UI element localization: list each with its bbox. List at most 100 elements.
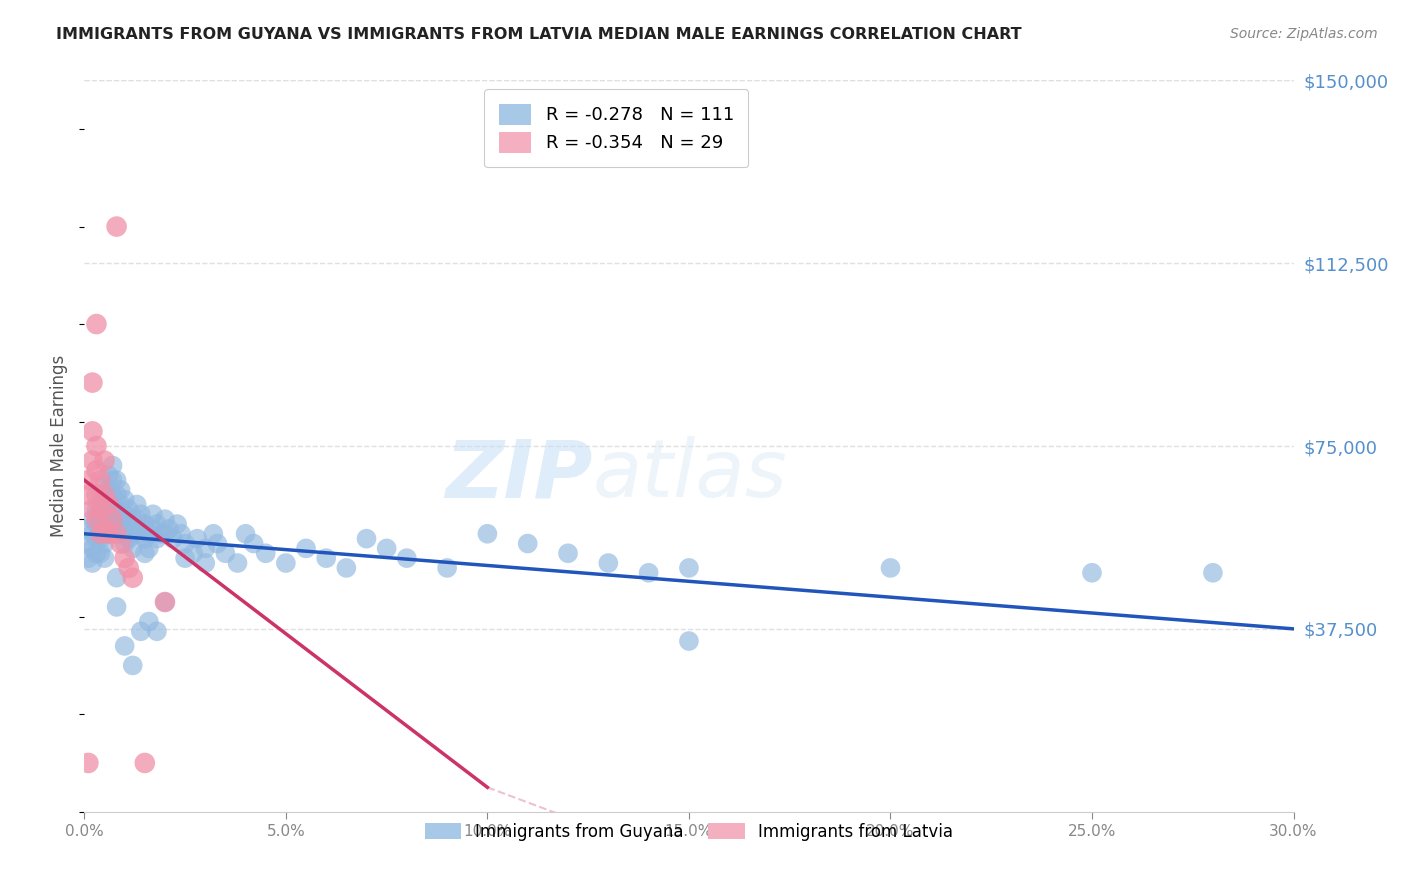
Point bbox=[93, 492, 115, 507]
Point bbox=[235, 526, 257, 541]
Point bbox=[598, 556, 620, 570]
Point bbox=[678, 634, 700, 648]
Point bbox=[93, 488, 115, 502]
Point bbox=[86, 516, 108, 531]
Point bbox=[1081, 566, 1104, 580]
Point bbox=[110, 512, 132, 526]
Point bbox=[89, 502, 111, 516]
Point bbox=[97, 468, 120, 483]
Point bbox=[186, 532, 208, 546]
Point bbox=[97, 526, 120, 541]
Point bbox=[82, 453, 104, 467]
Text: IMMIGRANTS FROM GUYANA VS IMMIGRANTS FROM LATVIA MEDIAN MALE EARNINGS CORRELATIO: IMMIGRANTS FROM GUYANA VS IMMIGRANTS FRO… bbox=[56, 27, 1022, 42]
Point bbox=[125, 526, 148, 541]
Point bbox=[174, 536, 197, 550]
Point bbox=[254, 546, 277, 560]
Point bbox=[101, 502, 124, 516]
Point bbox=[93, 536, 115, 550]
Point bbox=[89, 473, 111, 487]
Point bbox=[93, 522, 115, 536]
Point bbox=[82, 512, 104, 526]
Point bbox=[226, 556, 249, 570]
Point bbox=[678, 561, 700, 575]
Point bbox=[114, 522, 136, 536]
Point bbox=[89, 532, 111, 546]
Point bbox=[77, 488, 100, 502]
Point bbox=[138, 541, 160, 556]
Point bbox=[174, 551, 197, 566]
Point bbox=[207, 536, 229, 550]
Y-axis label: Median Male Earnings: Median Male Earnings bbox=[51, 355, 69, 537]
Point bbox=[105, 488, 128, 502]
Text: atlas: atlas bbox=[592, 436, 787, 515]
Point bbox=[295, 541, 318, 556]
Point bbox=[637, 566, 659, 580]
Text: ZIP: ZIP bbox=[444, 436, 592, 515]
Point bbox=[110, 526, 132, 541]
Point bbox=[101, 458, 124, 473]
Point bbox=[82, 376, 104, 390]
Point bbox=[105, 526, 128, 541]
Point bbox=[149, 526, 172, 541]
Point bbox=[121, 658, 143, 673]
Legend: Immigrants from Guyana, Immigrants from Latvia: Immigrants from Guyana, Immigrants from … bbox=[418, 816, 960, 847]
Point bbox=[105, 473, 128, 487]
Point bbox=[86, 439, 108, 453]
Point bbox=[274, 556, 297, 570]
Point bbox=[93, 551, 115, 566]
Point bbox=[77, 551, 100, 566]
Point bbox=[82, 502, 104, 516]
Point bbox=[138, 615, 160, 629]
Point bbox=[125, 498, 148, 512]
Point bbox=[97, 483, 120, 497]
Point bbox=[315, 551, 337, 566]
Point bbox=[82, 541, 104, 556]
Point bbox=[134, 516, 156, 531]
Point bbox=[202, 526, 225, 541]
Point bbox=[93, 508, 115, 522]
Point bbox=[101, 473, 124, 487]
Point bbox=[118, 502, 141, 516]
Point bbox=[114, 639, 136, 653]
Point bbox=[121, 512, 143, 526]
Point bbox=[142, 508, 165, 522]
Point bbox=[97, 498, 120, 512]
Point bbox=[477, 526, 499, 541]
Point bbox=[436, 561, 458, 575]
Point bbox=[105, 219, 128, 234]
Point bbox=[356, 532, 378, 546]
Point bbox=[557, 546, 579, 560]
Point bbox=[89, 546, 111, 560]
Point bbox=[114, 536, 136, 550]
Point bbox=[110, 536, 132, 550]
Text: Source: ZipAtlas.com: Source: ZipAtlas.com bbox=[1230, 27, 1378, 41]
Point bbox=[93, 522, 115, 536]
Point bbox=[146, 516, 169, 531]
Point bbox=[181, 546, 204, 560]
Point bbox=[121, 571, 143, 585]
Point bbox=[89, 526, 111, 541]
Point bbox=[153, 526, 176, 541]
Point bbox=[89, 502, 111, 516]
Point bbox=[129, 508, 152, 522]
Point bbox=[86, 317, 108, 331]
Point bbox=[146, 624, 169, 639]
Point bbox=[134, 532, 156, 546]
Point bbox=[153, 595, 176, 609]
Point bbox=[86, 532, 108, 546]
Point bbox=[101, 512, 124, 526]
Point bbox=[101, 488, 124, 502]
Point bbox=[121, 541, 143, 556]
Point bbox=[125, 512, 148, 526]
Point bbox=[395, 551, 418, 566]
Point bbox=[114, 508, 136, 522]
Point bbox=[101, 516, 124, 531]
Point bbox=[214, 546, 236, 560]
Point bbox=[86, 502, 108, 516]
Point bbox=[138, 526, 160, 541]
Point bbox=[89, 488, 111, 502]
Point bbox=[129, 522, 152, 536]
Point bbox=[93, 453, 115, 467]
Point bbox=[166, 516, 188, 531]
Point bbox=[77, 473, 100, 487]
